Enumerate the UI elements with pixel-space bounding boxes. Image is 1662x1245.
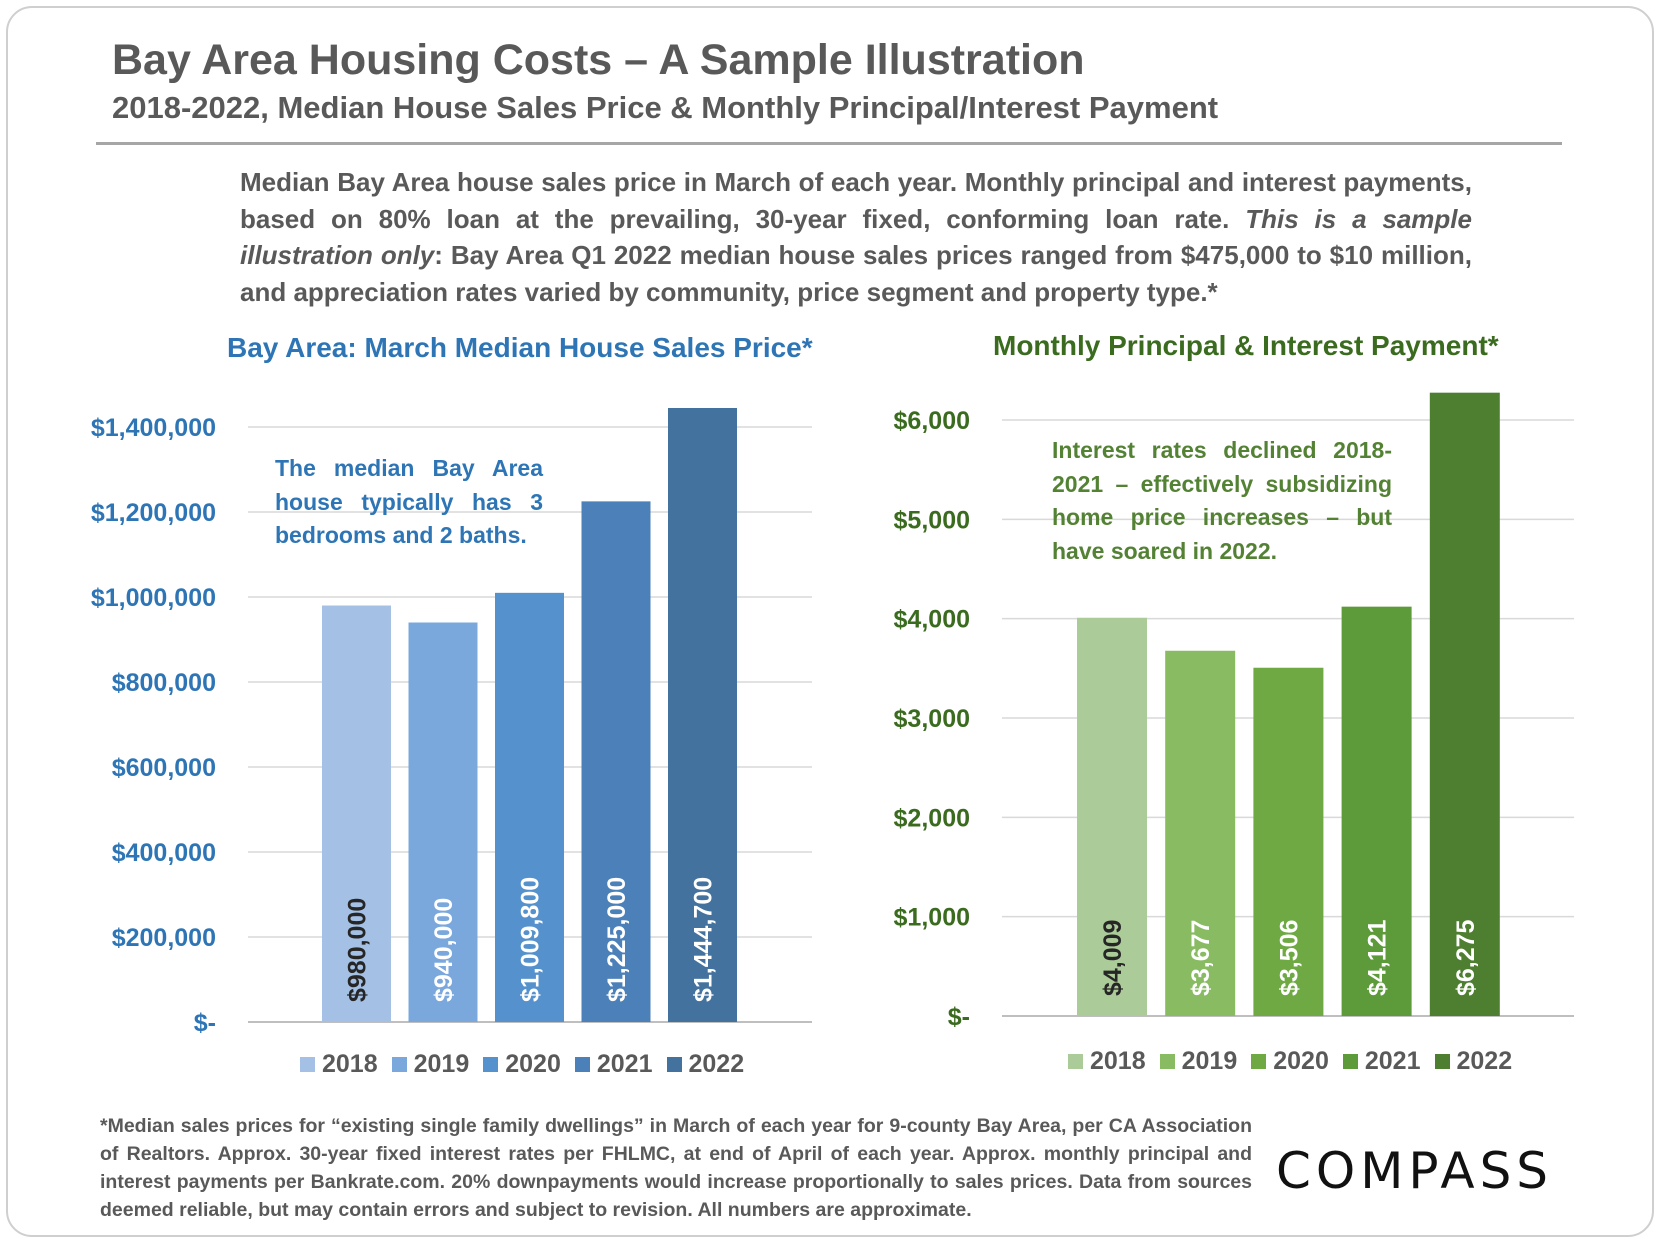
price-legend-item-2019: 2019 xyxy=(391,1050,470,1079)
payment-y-tick-label: $3,000 xyxy=(894,705,970,733)
payment-data-label-2018: $4,009 xyxy=(1099,920,1127,996)
price-legend-swatch xyxy=(666,1057,682,1072)
payment-legend-swatch xyxy=(1159,1054,1175,1069)
payment-y-tick-label: $1,000 xyxy=(894,904,970,932)
price-bar-2018 xyxy=(322,605,391,1022)
price-data-label-2018: $980,000 xyxy=(344,898,372,1002)
payment-legend-item-2021: 2021 xyxy=(1342,1047,1421,1076)
payment-legend-label: 2019 xyxy=(1181,1047,1238,1075)
price-bar-2021 xyxy=(581,501,651,1022)
intro-text-italic: This is a sample illustration only xyxy=(240,203,1472,271)
price-y-tick-label: $400,000 xyxy=(112,839,216,867)
payment-legend-swatch xyxy=(1342,1054,1358,1069)
price-bar-2019 xyxy=(408,622,478,1022)
price-chart-legend: 2018 2019 2020 2021 2022 xyxy=(300,1050,758,1079)
price-y-tick-label: $800,000 xyxy=(112,669,216,697)
payment-data-label-2021: $4,121 xyxy=(1364,919,1392,996)
payment-legend-label: 2018 xyxy=(1090,1047,1146,1075)
payment-y-tick-label: $4,000 xyxy=(894,606,970,634)
price-legend-swatch xyxy=(391,1057,407,1072)
payment-chart-annotation: Interest rates declined 2018-2021 – effe… xyxy=(1052,437,1392,564)
payment-bar-2021 xyxy=(1341,606,1412,1016)
payment-chart-title: Monthly Principal & Interest Payment* xyxy=(993,330,1499,361)
intro-paragraph: Median Bay Area house sales price in Mar… xyxy=(240,164,1472,310)
price-legend-item-2021: 2021 xyxy=(574,1050,653,1079)
price-data-label-2019: $940,000 xyxy=(430,898,458,1002)
price-legend-label: 2018 xyxy=(322,1050,378,1078)
price-y-tick-label: $600,000 xyxy=(112,754,216,782)
payment-legend-label: 2021 xyxy=(1364,1047,1421,1075)
payment-data-label-2022: $6,275 xyxy=(1452,919,1480,996)
payment-legend-item-2020: 2020 xyxy=(1251,1047,1329,1076)
payment-y-tick-label: $- xyxy=(948,1003,970,1031)
price-legend-swatch xyxy=(300,1057,315,1072)
price-bar-2022 xyxy=(668,408,737,1022)
price-y-tick-label: $1,200,000 xyxy=(91,499,216,527)
payment-legend-label: 2022 xyxy=(1456,1047,1513,1075)
payment-data-label-2019: $3,677 xyxy=(1187,920,1215,996)
price-bar-2020 xyxy=(495,592,564,1022)
price-chart-title: Bay Area: March Median House Sales Price… xyxy=(227,332,813,363)
price-y-tick-label: $1,000,000 xyxy=(91,584,216,612)
page-title: Bay Area Housing Costs – A Sample Illust… xyxy=(112,36,1085,84)
payment-bar-2022 xyxy=(1429,392,1500,1016)
payment-bar-2019 xyxy=(1165,650,1236,1016)
payment-data-label-2020: $3,506 xyxy=(1275,920,1303,996)
payment-bar-2020 xyxy=(1253,667,1324,1016)
price-legend-label: 2019 xyxy=(413,1050,470,1078)
price-legend-label: 2020 xyxy=(505,1050,561,1078)
price-legend-label: 2021 xyxy=(596,1050,653,1078)
compass-logo: COMPASS xyxy=(1276,1142,1554,1200)
price-y-tick-label: $1,400,000 xyxy=(91,414,216,442)
price-data-label-2022: $1,444,700 xyxy=(690,877,718,1002)
title-divider xyxy=(96,142,1562,145)
intro-text-1: Median Bay Area house sales price in Mar… xyxy=(240,167,1472,234)
price-data-label-2020: $1,009,800 xyxy=(517,877,545,1002)
price-data-label-2021: $1,225,000 xyxy=(603,877,631,1002)
price-legend-item-2020: 2020 xyxy=(483,1050,561,1079)
payment-y-tick-label: $2,000 xyxy=(894,804,970,832)
price-legend-label: 2022 xyxy=(688,1050,745,1078)
payment-legend-swatch xyxy=(1068,1054,1083,1069)
payment-legend-item-2019: 2019 xyxy=(1159,1047,1238,1076)
payment-legend-swatch xyxy=(1434,1054,1450,1069)
price-legend-swatch xyxy=(574,1057,590,1072)
payment-legend-item-2018: 2018 xyxy=(1068,1047,1146,1076)
price-legend-item-2018: 2018 xyxy=(300,1050,378,1079)
price-legend-swatch xyxy=(483,1057,499,1072)
price-y-tick-label: $- xyxy=(194,1009,216,1037)
payment-legend-swatch xyxy=(1251,1054,1267,1069)
payment-y-tick-label: $5,000 xyxy=(894,506,970,534)
payment-legend-item-2022: 2022 xyxy=(1434,1047,1513,1076)
payment-y-tick-label: $6,000 xyxy=(894,407,970,435)
price-chart-annotation: The median Bay Area house typically has … xyxy=(275,455,543,548)
payment-bar-2018 xyxy=(1077,617,1147,1016)
payment-chart-legend: 2018 2019 2020 2021 2022 xyxy=(1068,1047,1526,1076)
payment-legend-label: 2020 xyxy=(1273,1047,1329,1075)
price-legend-item-2022: 2022 xyxy=(666,1050,745,1079)
intro-text-2: : Bay Area Q1 2022 median house sales pr… xyxy=(240,240,1472,307)
footnote: *Median sales prices for “existing singl… xyxy=(100,1115,1252,1221)
price-y-tick-label: $200,000 xyxy=(112,924,216,952)
page-subtitle: 2018-2022, Median House Sales Price & Mo… xyxy=(112,90,1219,125)
